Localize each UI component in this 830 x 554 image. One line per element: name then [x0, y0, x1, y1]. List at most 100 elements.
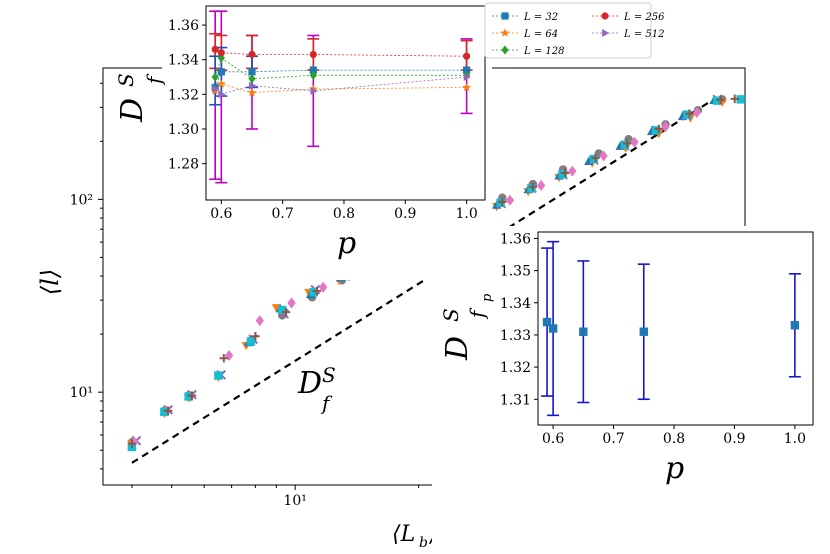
- inset-left-y-tick-label: 1.34: [168, 53, 199, 69]
- legend-marker: [602, 29, 610, 37]
- inset-right-x-tick-label: 0.6: [542, 431, 564, 447]
- inset-left-x-tick-label: 0.7: [272, 206, 294, 222]
- inset-right-y-tick-label: 1.33: [500, 328, 531, 344]
- inset-left-point-L256: [217, 49, 225, 57]
- data-point-brown: [654, 124, 663, 134]
- inset-left-point-L512: [463, 73, 471, 81]
- data-point-cyan: [527, 184, 536, 193]
- inset-left-point-L32: [463, 66, 471, 74]
- data-point-cyan: [651, 126, 661, 135]
- data-point-cyan: [736, 95, 745, 104]
- inset-left-x-tick-label: 0.6: [210, 206, 232, 222]
- data-point-cyan: [589, 154, 599, 164]
- inset-right-x-tick-label: 1.0: [784, 431, 806, 447]
- inset-left-point-L256: [248, 50, 256, 59]
- data-point-brown: [281, 307, 291, 317]
- inset-left-ylabel-d: D: [115, 98, 150, 123]
- inset-left-point-L32: [217, 68, 225, 76]
- inset-right-xlabel: p: [665, 451, 684, 486]
- data-point-brown: [528, 182, 538, 192]
- data-point-brown: [560, 168, 570, 178]
- inset-left-point-L64: [462, 82, 472, 92]
- legend-marker: [501, 45, 509, 55]
- data-point-brown: [685, 109, 694, 118]
- inset-left-x-tick-label: 0.8: [333, 206, 355, 222]
- data-point-pink: [505, 194, 515, 206]
- inset-right-y-tick-label: 1.36: [500, 231, 531, 247]
- data-point-brown: [591, 153, 600, 163]
- inset-right-y-tick-label: 1.32: [500, 360, 531, 376]
- legend-label: L = 256: [623, 12, 665, 23]
- inset-left-point-L128: [309, 70, 317, 80]
- main-fit-label-sub: f: [320, 391, 333, 415]
- inset-left-point-L32: [248, 68, 256, 76]
- legend-label: L = 128: [523, 46, 564, 57]
- data-point-pink: [255, 315, 264, 327]
- inset-left-point-L256: [309, 50, 317, 59]
- data-point-cyan: [246, 337, 256, 346]
- data-point-cyan: [558, 170, 567, 179]
- y-tick-label: 10²: [70, 192, 93, 208]
- main-fit-line: [131, 100, 712, 464]
- data-point-brown: [716, 95, 725, 105]
- inset-right-point: [639, 327, 648, 336]
- inset-left-point-L256: [463, 52, 471, 60]
- data-point-brown: [127, 439, 137, 448]
- inset-left-y-tick-label: 1.30: [168, 122, 199, 138]
- inset-left-point-L128: [248, 74, 256, 84]
- data-point-pink: [224, 350, 234, 361]
- inset-right: 0.6 0.7 0.8 0.9 1.01.311.321.331.341.351.36 …: [432, 226, 830, 554]
- inset-right-y-tick-label: 1.31: [500, 392, 531, 408]
- inset-left-point-L128: [211, 72, 219, 82]
- main-fit-label-sup: S: [322, 363, 336, 387]
- main-xlabel-sub: b: [419, 535, 428, 551]
- inset-left-point-L64: [216, 79, 226, 88]
- legend-frame: [484, 2, 652, 59]
- inset-left-ylabel-sup: S: [114, 73, 138, 87]
- data-point-pink: [568, 165, 577, 177]
- data-point-brown: [312, 286, 322, 296]
- inset-right-y-tick-label: 1.34: [500, 296, 531, 312]
- y-tick-label: 10¹: [70, 385, 93, 401]
- main-ylabel: ⟨l⟩: [36, 269, 64, 295]
- data-point-pink: [630, 136, 639, 148]
- inset-left-point-L256: [211, 45, 219, 53]
- inset-right-x-tick-label: 0.7: [602, 431, 624, 447]
- data-point-cyan: [278, 305, 287, 315]
- legend-marker: [601, 12, 609, 20]
- inset-right-ylabel-subsub: p: [480, 293, 495, 302]
- inset-right-x-tick-label: 0.9: [723, 431, 745, 447]
- inset-right-point: [542, 317, 552, 327]
- inset-right-y-tick-label: 1.35: [500, 264, 531, 280]
- inset-left-point-L512: [218, 90, 226, 99]
- data-point-cyan: [214, 371, 223, 380]
- inset-right-x-tick-label: 0.8: [663, 431, 685, 447]
- legend-marker: [501, 12, 509, 20]
- data-point-pink: [287, 297, 296, 309]
- data-point-brown: [730, 94, 739, 104]
- data-point-brown: [498, 197, 507, 207]
- inset-left-xlabel: p: [337, 226, 356, 261]
- legend: L = 32 L = 64 L = 128 L = 256 L = 512: [484, 2, 665, 59]
- data-point-pink: [692, 107, 702, 118]
- x-tick-label: 10¹: [283, 493, 306, 509]
- main-xlabel: ⟨L: [392, 522, 415, 547]
- data-point-cyan: [309, 287, 318, 297]
- legend-label: L = 64: [523, 29, 558, 40]
- inset-left-x-tick-label: 0.9: [394, 206, 416, 222]
- inset-left-point-L32: [309, 66, 317, 74]
- inset-left-point-L512: [310, 86, 318, 95]
- data-point-brown: [622, 139, 632, 148]
- data-point-cyan: [160, 407, 169, 417]
- data-point-cyan: [620, 140, 630, 149]
- legend-label: L = 32: [523, 12, 558, 23]
- data-point-pink: [536, 180, 546, 191]
- inset-right-ylabel-sup: S: [439, 308, 463, 322]
- data-point-brown: [187, 391, 197, 400]
- inset-right-point: [579, 327, 588, 336]
- inset-left-y-tick-label: 1.36: [168, 18, 199, 34]
- inset-left-point-L512: [249, 81, 257, 90]
- inset-right-ylabel-d: D: [440, 336, 475, 361]
- main-fit-label: D: [297, 366, 322, 401]
